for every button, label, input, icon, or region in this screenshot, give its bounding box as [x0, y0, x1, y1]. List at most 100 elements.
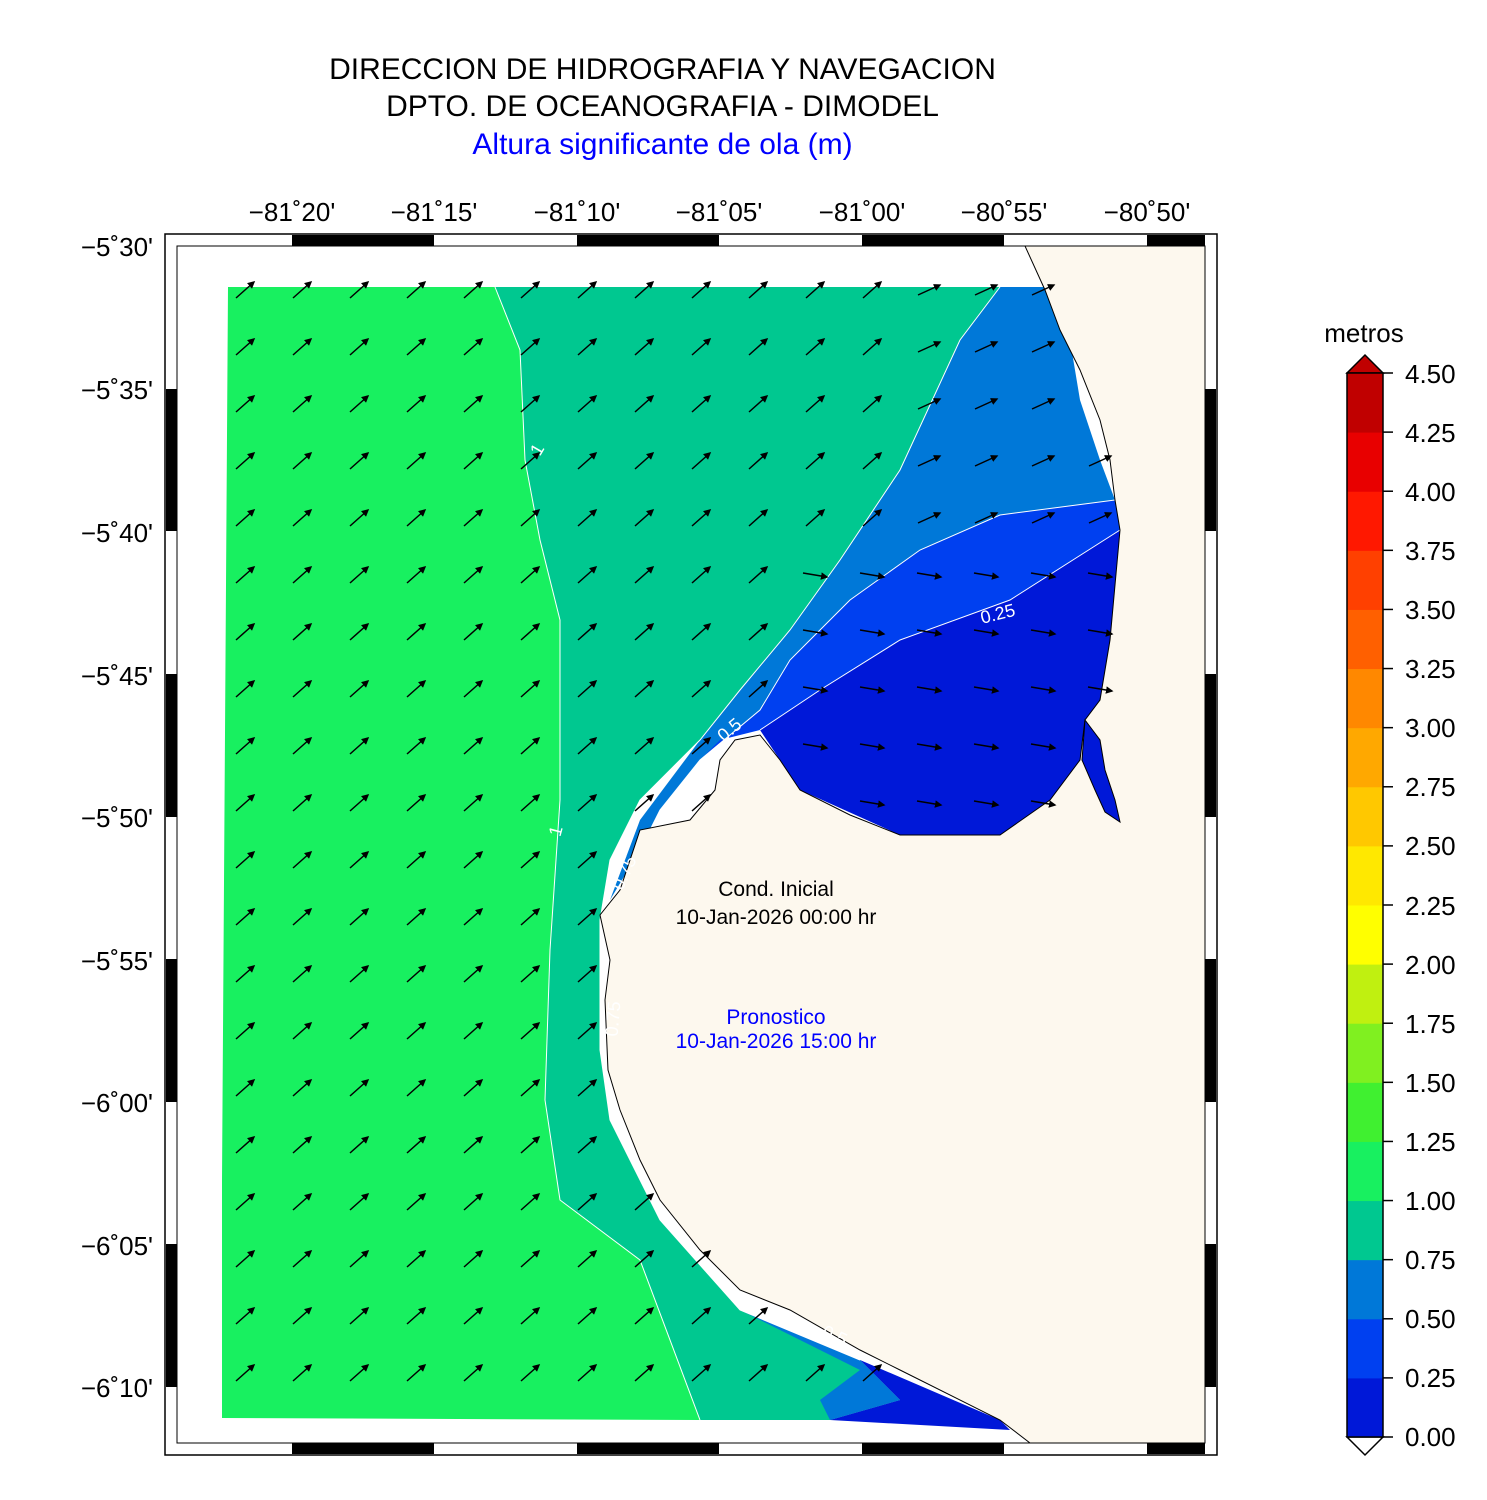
lat-tick-label: −5˚50'	[81, 803, 153, 833]
wave-arrow	[1088, 455, 1113, 467]
wave-arrow	[349, 566, 370, 584]
wave-arrow	[916, 800, 943, 808]
wave-arrow	[463, 794, 484, 812]
wave-arrow	[859, 629, 886, 637]
wave-arrow	[292, 1079, 313, 1097]
contour-line-1	[494, 286, 701, 1421]
lat-tick-label: −6˚00'	[81, 1088, 153, 1118]
wave-arrow	[577, 1193, 598, 1211]
wave-arrow	[1031, 398, 1056, 410]
wave-arrow	[634, 680, 655, 698]
wave-arrow	[634, 281, 655, 299]
wave-arrow	[577, 908, 598, 926]
wave-arrow	[916, 743, 943, 751]
wave-arrow	[802, 743, 829, 751]
lon-tick-label: −81˚05'	[676, 197, 763, 227]
wave-arrow	[235, 908, 256, 926]
wave-arrow	[805, 452, 826, 470]
wave-arrow	[862, 281, 883, 299]
init-time: 10-Jan-2026 00:00 hr	[676, 906, 877, 929]
wave-arrow	[520, 851, 541, 869]
wave-arrow	[406, 851, 427, 869]
wave-arrow	[577, 680, 598, 698]
wave-arrow	[634, 509, 655, 527]
colorbar-tick-label: 1.75	[1405, 1009, 1456, 1039]
wave-arrow	[520, 908, 541, 926]
wave-arrow	[805, 281, 826, 299]
wave-arrow	[577, 281, 598, 299]
colorbar-tick-label: 2.00	[1405, 950, 1456, 980]
colorbar-tick-label: 0.50	[1405, 1304, 1456, 1334]
wave-arrow	[235, 680, 256, 698]
wave-arrow	[1030, 686, 1057, 694]
wave-arrow	[406, 509, 427, 527]
map-area[interactable]: 0.25 0.5 0.75 1 1 0.75 0.5 Cond. Inicial…	[177, 246, 1205, 1443]
wave-arrow	[463, 1307, 484, 1325]
wave-arrow	[520, 1079, 541, 1097]
wave-arrow	[577, 395, 598, 413]
frame-bar	[1205, 389, 1216, 531]
wave-arrow	[349, 1307, 370, 1325]
colorbar-tick-label: 3.75	[1405, 536, 1456, 566]
wave-arrow	[520, 680, 541, 698]
wave-arrow	[463, 737, 484, 755]
frame-bar	[1147, 235, 1205, 246]
wave-arrow	[520, 395, 541, 413]
wave-arrow	[577, 1307, 598, 1325]
lon-tick-label: −81˚15'	[391, 197, 478, 227]
wave-arrow	[1087, 686, 1114, 694]
frame-bar	[577, 235, 719, 246]
wave-arrow	[235, 1136, 256, 1154]
wave-arrow	[802, 629, 829, 637]
frame-bar	[577, 1443, 719, 1454]
wave-arrow	[463, 1136, 484, 1154]
wave-arrow	[748, 623, 769, 641]
wave-arrow	[406, 737, 427, 755]
wave-arrow	[748, 338, 769, 356]
wave-arrow	[916, 629, 943, 637]
lat-tick-label: −5˚55'	[81, 946, 153, 976]
colorbar-max-triangle	[1345, 353, 1385, 374]
wave-arrow	[520, 452, 541, 470]
wave-arrow	[691, 395, 712, 413]
wave-arrow	[748, 395, 769, 413]
wave-arrow	[520, 509, 541, 527]
zone-1-00-1-25	[222, 287, 700, 1420]
wave-arrow	[691, 623, 712, 641]
init-label: Cond. Inicial	[718, 878, 834, 901]
wave-arrow	[862, 395, 883, 413]
frame-bar	[862, 1443, 1004, 1454]
lon-tick-label: −80˚55'	[961, 197, 1048, 227]
wave-arrow	[634, 452, 655, 470]
wave-arrow	[292, 1307, 313, 1325]
wave-arrow	[292, 395, 313, 413]
colorbar-swatch	[1347, 1318, 1383, 1379]
lat-tick-label: −6˚10'	[81, 1373, 153, 1403]
wave-arrow	[520, 623, 541, 641]
colorbar-tick-label: 2.75	[1405, 772, 1456, 802]
lat-tick-label: −5˚40'	[81, 518, 153, 548]
wave-arrow	[1030, 743, 1057, 751]
colorbar-swatch	[1347, 845, 1383, 906]
wave-arrow	[292, 566, 313, 584]
contour-line-0-25	[759, 529, 1121, 731]
wave-arrow	[349, 908, 370, 926]
wave-arrow	[520, 965, 541, 983]
wave-arrow	[577, 737, 598, 755]
wave-arrow	[1088, 512, 1113, 524]
wave-arrow	[577, 452, 598, 470]
wave-arrow	[691, 680, 712, 698]
wave-arrow	[634, 794, 655, 812]
wave-arrow	[917, 455, 942, 467]
wave-arrow	[349, 851, 370, 869]
wave-arrow	[463, 338, 484, 356]
wave-arrow	[691, 566, 712, 584]
colorbar-tick-label: 1.00	[1405, 1186, 1456, 1216]
frame-bar	[1205, 959, 1216, 1102]
wave-arrow	[748, 566, 769, 584]
frame-bar	[862, 235, 1004, 246]
colorbar-swatch	[1347, 1200, 1383, 1261]
wave-arrow	[1087, 572, 1114, 580]
forecast-time: 10-Jan-2026 15:00 hr	[676, 1030, 877, 1053]
